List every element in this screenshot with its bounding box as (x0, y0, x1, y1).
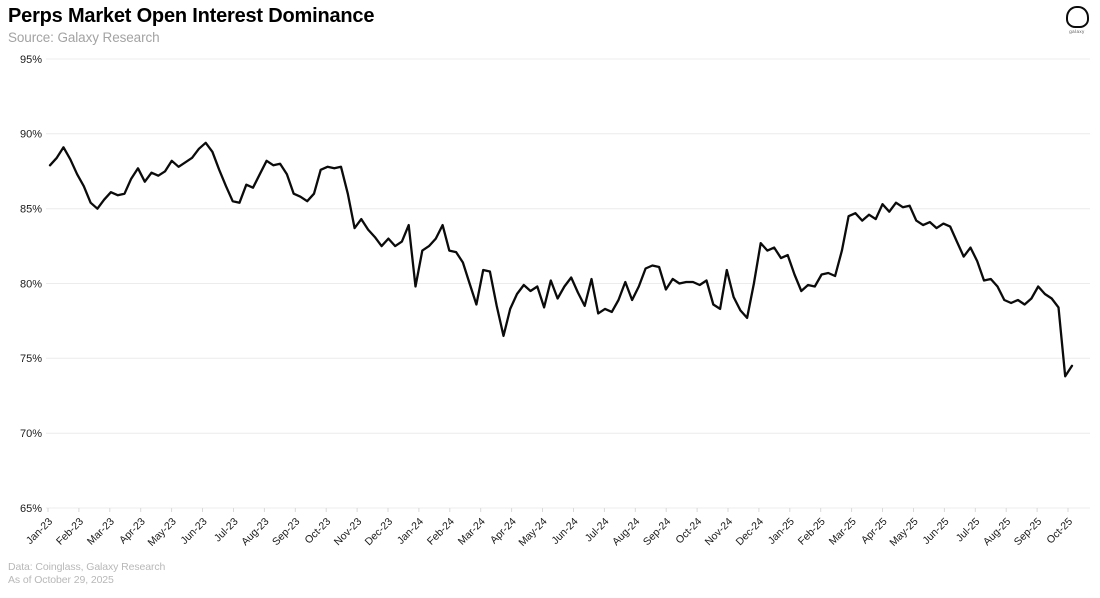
svg-text:Oct-25: Oct-25 (1044, 516, 1075, 547)
svg-text:Feb-25: Feb-25 (796, 516, 828, 548)
svg-text:Jun-23: Jun-23 (178, 516, 209, 547)
svg-text:Jul-23: Jul-23 (212, 516, 241, 545)
svg-text:Sep-25: Sep-25 (1012, 516, 1045, 549)
svg-text:Oct-24: Oct-24 (673, 516, 704, 547)
svg-text:Jun-25: Jun-25 (920, 516, 951, 547)
svg-text:Aug-25: Aug-25 (981, 516, 1014, 549)
svg-text:Oct-23: Oct-23 (303, 516, 334, 547)
svg-text:85%: 85% (20, 204, 42, 216)
svg-text:Jan-25: Jan-25 (766, 516, 797, 547)
svg-text:Sep-23: Sep-23 (270, 516, 303, 549)
galaxy-logo-label: galaxy (1069, 29, 1085, 34)
svg-text:Mar-25: Mar-25 (827, 516, 859, 548)
page-title: Perps Market Open Interest Dominance (8, 5, 375, 27)
svg-text:May-25: May-25 (887, 516, 920, 549)
svg-text:70%: 70% (20, 428, 42, 440)
chart-header: Perps Market Open Interest Dominance Sou… (8, 4, 374, 45)
chart-footnote: Data: Coinglass, Galaxy Research As of O… (8, 561, 165, 587)
svg-text:Aug-23: Aug-23 (239, 516, 272, 549)
svg-text:Feb-23: Feb-23 (54, 516, 86, 548)
svg-text:Jul-25: Jul-25 (954, 516, 983, 545)
svg-text:Apr-23: Apr-23 (117, 516, 148, 547)
svg-text:Apr-24: Apr-24 (488, 516, 519, 547)
svg-text:Mar-24: Mar-24 (456, 516, 488, 548)
galaxy-logo-icon (1065, 6, 1089, 28)
svg-text:80%: 80% (20, 278, 42, 290)
chart-source: Source: Galaxy Research (8, 30, 160, 45)
svg-text:May-24: May-24 (516, 516, 549, 549)
svg-text:Jul-24: Jul-24 (583, 516, 612, 545)
svg-text:Dec-24: Dec-24 (734, 516, 767, 549)
svg-text:Jan-24: Jan-24 (395, 516, 426, 547)
svg-text:Aug-24: Aug-24 (610, 516, 643, 549)
svg-text:Nov-23: Nov-23 (332, 516, 365, 549)
svg-text:May-23: May-23 (145, 516, 178, 549)
galaxy-logo: galaxy (1064, 6, 1090, 34)
svg-text:75%: 75% (20, 353, 42, 365)
svg-text:Sep-24: Sep-24 (641, 516, 674, 549)
svg-text:Feb-24: Feb-24 (425, 516, 457, 548)
svg-text:Jan-23: Jan-23 (24, 516, 55, 547)
footnote-data-source: Data: Coinglass, Galaxy Research (8, 561, 166, 573)
svg-text:Nov-24: Nov-24 (703, 516, 736, 549)
svg-text:65%: 65% (20, 503, 42, 515)
svg-text:Mar-23: Mar-23 (85, 516, 117, 548)
footnote-as-of-date: As of October 29, 2025 (8, 574, 114, 587)
svg-text:Jun-24: Jun-24 (549, 516, 580, 547)
svg-text:95%: 95% (20, 54, 42, 66)
svg-text:90%: 90% (20, 129, 42, 141)
svg-text:Dec-23: Dec-23 (363, 516, 396, 549)
svg-text:Apr-25: Apr-25 (859, 516, 890, 547)
